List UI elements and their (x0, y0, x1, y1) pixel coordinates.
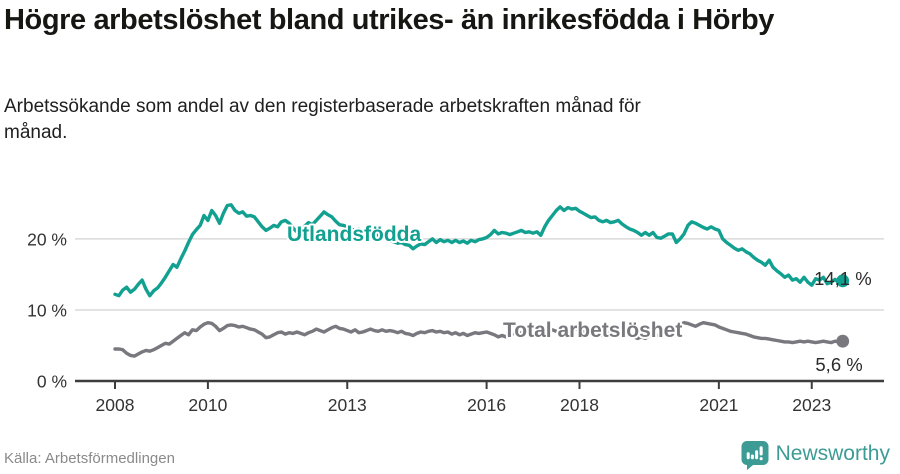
series-line-0 (113, 320, 845, 358)
brand-name: Newsworthy (775, 442, 890, 465)
series-end-value-0: 5,6 % (815, 354, 862, 375)
x-axis-label-2010: 2010 (188, 395, 227, 415)
x-axis-label-2016: 2016 (467, 395, 506, 415)
x-axis-label-2023: 2023 (792, 395, 831, 415)
newsworthy-logo[interactable]: Newsworthy (741, 440, 890, 470)
series-line-1 (113, 203, 845, 298)
newsworthy-icon (741, 441, 769, 470)
series-label-0: Total arbetslöshet (503, 319, 682, 342)
x-axis-label-2008: 2008 (96, 395, 135, 415)
chart-title: Högre arbetslöshet bland utrikes- än inr… (4, 4, 775, 36)
unemployment-line-chart: 0 % 10 % 20 % 2008 2010 2013 2016 2018 2021 2023 5… (27, 203, 884, 415)
chart-subtitle: Arbetssökande som andel av den registerb… (4, 96, 641, 144)
y-axis-label-10: 10 % (27, 300, 67, 320)
x-axis-label-2018: 2018 (560, 395, 599, 415)
y-axis-label-20: 20 % (27, 229, 67, 249)
footer: Källa: Arbetsförmedlingen Newsworthy (4, 438, 890, 470)
series-label-1: Utlandsfödda (287, 223, 421, 246)
x-axis-label-2021: 2021 (699, 395, 738, 415)
series-end-dot-0 (836, 334, 850, 348)
x-axis-label-2013: 2013 (328, 395, 367, 415)
series-end-dot-1 (836, 274, 850, 288)
series-end-value-1: 14,1 % (814, 268, 872, 289)
source-note: Källa: Arbetsförmedlingen (4, 450, 175, 467)
y-axis-label-0: 0 % (37, 372, 67, 392)
